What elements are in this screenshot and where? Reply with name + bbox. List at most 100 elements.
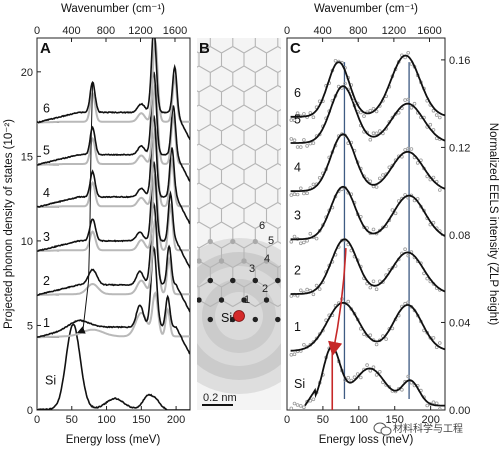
watermark: 材料科学与工程	[373, 422, 463, 436]
fit-trace	[290, 54, 445, 118]
top-tick-label: 400	[62, 25, 80, 37]
data-point	[289, 406, 294, 410]
ring-label: 1	[244, 294, 250, 306]
data-point	[438, 407, 442, 410]
red-arrow	[328, 248, 347, 357]
series-label: 4	[43, 186, 50, 200]
atom-dot	[309, 297, 314, 302]
atom-dot	[298, 278, 303, 283]
atom-dot	[207, 316, 213, 323]
atom-dot	[275, 316, 281, 323]
data-point	[292, 118, 297, 122]
top-tick-label: 1200	[128, 25, 152, 37]
series-trace	[37, 245, 190, 355]
data-point	[406, 146, 411, 151]
data-point	[289, 118, 294, 122]
graphene-lattice	[197, 38, 281, 307]
gray-trace	[37, 216, 190, 296]
data-point	[343, 81, 347, 86]
data-point	[377, 129, 382, 133]
atom-dot	[241, 297, 247, 303]
data-point	[311, 115, 316, 119]
x-tick-label: 0	[34, 414, 40, 426]
fit-trace	[290, 301, 445, 352]
atom-dot	[207, 277, 213, 284]
data-point	[393, 211, 398, 216]
ring-label: 4	[264, 253, 270, 265]
data-point	[368, 368, 373, 373]
atom-dot	[263, 297, 270, 303]
data-point	[292, 401, 297, 406]
panel-c-ticks: 0 50 100 150 200 0 400 800 1200 1600 0.00 0.04 0.08 0…	[284, 25, 470, 426]
series-label: 5	[43, 144, 50, 158]
series-trace	[37, 201, 190, 313]
gray-trace	[37, 173, 190, 253]
data-point	[381, 173, 385, 177]
data-point	[289, 294, 294, 298]
data-point	[292, 352, 297, 357]
data-point	[387, 165, 392, 170]
atom-dot	[207, 238, 213, 245]
data-point	[295, 145, 300, 149]
watermark-text: 材料科学与工程	[393, 422, 463, 435]
data-point	[437, 188, 442, 192]
data-point	[346, 299, 351, 304]
si-atom	[233, 310, 245, 322]
series-label: 2	[294, 263, 301, 277]
panel-a-trace-labels: Si 1 2 3 4 5 6	[43, 101, 56, 387]
atom-dot	[197, 258, 202, 264]
data-point	[377, 279, 382, 284]
panel-b-letter: B	[199, 40, 210, 57]
data-point	[406, 300, 411, 305]
top-tick-label: 800	[97, 25, 115, 37]
gray-trace	[37, 291, 190, 339]
data-point	[368, 333, 373, 338]
x-tick-label: 150	[132, 414, 150, 426]
data-point	[431, 108, 436, 113]
data-point	[374, 373, 379, 377]
fit-trace	[304, 345, 445, 407]
data-point	[415, 161, 420, 165]
data-point	[311, 182, 316, 187]
atom-dot	[309, 297, 314, 302]
center-atom-label: Si	[221, 311, 232, 325]
panel-a-top-xlabel: Wavenumber (cm⁻¹)	[61, 3, 165, 15]
x-tick-label: 50	[66, 414, 78, 426]
scale-bar-label: 0.2 nm	[203, 392, 237, 404]
y-tick-label: 0.16	[449, 55, 470, 67]
x-tick-label: 200	[421, 414, 439, 426]
data-point	[371, 279, 376, 284]
panel-a: A Wavenumber (cm⁻¹) Energy loss (meV) Pr…	[3, 3, 191, 446]
data-point	[305, 287, 309, 292]
data-point	[289, 240, 294, 244]
gray-trace	[37, 128, 190, 209]
x-tick-label: 50	[317, 414, 329, 426]
atom-dot	[230, 277, 236, 284]
series-label: 3	[43, 230, 50, 244]
data-point	[437, 341, 442, 345]
data-point	[302, 405, 306, 410]
gray-trace	[37, 40, 190, 124]
data-point	[298, 241, 303, 246]
data-point	[314, 236, 319, 241]
data-point	[374, 185, 379, 189]
series-label: 4	[294, 160, 301, 174]
atom-dot	[197, 297, 202, 303]
data-point	[425, 174, 430, 179]
data-point	[425, 276, 430, 281]
data-point	[308, 231, 313, 236]
data-point	[437, 115, 442, 120]
series-label: 5	[294, 112, 301, 126]
data-point	[355, 372, 360, 376]
data-point	[302, 240, 306, 245]
data-point	[346, 375, 351, 380]
x-tick-label: 200	[167, 414, 185, 426]
atom-dot	[252, 316, 258, 323]
data-point	[289, 193, 294, 197]
data-point	[431, 175, 436, 180]
panel-a-letter: A	[40, 40, 51, 57]
data-point	[295, 111, 300, 115]
panel-a-xlabel: Energy loss (meV)	[66, 434, 161, 446]
